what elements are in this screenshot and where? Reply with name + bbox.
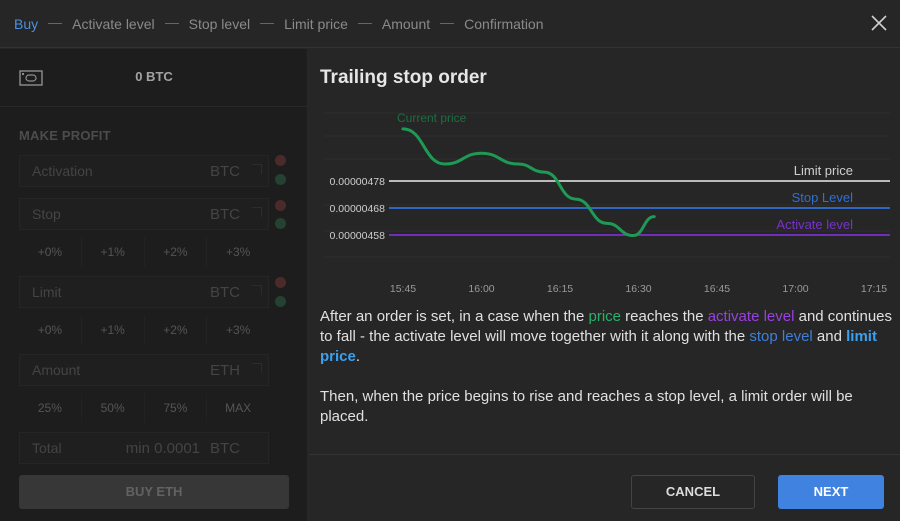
x-tick-label: 16:15: [547, 283, 573, 295]
red-indicator-icon: [275, 155, 286, 166]
stop-label: Stop: [32, 206, 61, 222]
stop-percent-button[interactable]: +2%: [145, 237, 208, 267]
footer-divider: [309, 454, 900, 455]
limit-percent-button[interactable]: +0%: [19, 315, 82, 345]
activation-label: Activation: [32, 163, 93, 179]
stop-percent-button[interactable]: +1%: [82, 237, 145, 267]
total-value: min 0.0001: [125, 440, 200, 457]
step-amount[interactable]: Amount: [381, 15, 431, 32]
x-tick-label: 16:45: [704, 283, 730, 295]
green-indicator-icon: [275, 174, 286, 185]
x-tick-label: 17:15: [861, 283, 887, 295]
x-tick-label: 16:30: [625, 283, 651, 295]
step-limit-price[interactable]: Limit price: [284, 15, 348, 32]
total-field[interactable]: Total min 0.0001 BTC: [19, 432, 269, 464]
red-indicator-icon: [275, 277, 286, 288]
stop-percent-row: +0% +1% +2% +3%: [19, 237, 269, 267]
x-tick-label: 16:00: [468, 283, 494, 295]
field-corner-icon: [252, 363, 262, 373]
total-label: Total: [32, 440, 62, 456]
step-separator: [357, 23, 372, 24]
y-tick-label: 0.00000458: [330, 230, 386, 242]
stop-unit: BTC: [210, 206, 240, 223]
description-paragraph-1: After an order is set, in a case when th…: [320, 307, 892, 367]
next-button[interactable]: NEXT: [778, 475, 884, 509]
amount-unit: ETH: [210, 362, 240, 379]
limit-label: Limit: [32, 284, 62, 300]
x-tick-label: 15:45: [390, 283, 416, 295]
limit-percent-button[interactable]: +3%: [225, 323, 251, 337]
limit-unit: BTC: [210, 284, 240, 301]
y-tick-label: 0.00000478: [330, 176, 386, 188]
step-separator: [440, 23, 455, 24]
close-icon[interactable]: [870, 14, 888, 32]
step-separator: [164, 23, 179, 24]
red-indicator-icon: [275, 200, 286, 211]
limit-percent-button[interactable]: +1%: [82, 315, 145, 345]
buy-eth-button[interactable]: BUY ETH: [19, 475, 289, 509]
current-price-label: Current price: [397, 111, 467, 125]
stop-percent-button[interactable]: +0%: [19, 237, 82, 267]
x-tick-label: 17:00: [782, 283, 808, 295]
steps-bar: Buy Activate level Stop level Limit pric…: [0, 0, 900, 48]
wallet-balance-row: 0 BTC: [0, 49, 308, 107]
green-indicator-icon: [275, 296, 286, 307]
field-corner-icon: [252, 285, 262, 295]
description: After an order is set, in a case when th…: [320, 307, 892, 447]
step-separator: [260, 23, 275, 24]
highlight-term: stop level: [749, 328, 813, 345]
step-buy[interactable]: Buy: [14, 15, 39, 32]
description-text: .: [355, 348, 361, 365]
highlight-term: price: [588, 308, 621, 325]
stop-field[interactable]: Stop BTC: [19, 198, 269, 230]
highlight-term: activate level: [707, 308, 795, 325]
limit-percent-button[interactable]: +2%: [145, 315, 208, 345]
description-text: and: [812, 328, 847, 345]
green-indicator-icon: [275, 218, 286, 229]
wallet-balance: 0 BTC: [135, 69, 173, 84]
order-form-panel: 0 BTC MAKE PROFIT Activation BTC Stop BT…: [0, 49, 308, 521]
panel-title: Trailing stop order: [320, 67, 487, 88]
amount-percent-button[interactable]: 50%: [82, 393, 145, 423]
y-tick-label: 0.00000468: [330, 203, 386, 215]
step-stop-level[interactable]: Stop level: [188, 15, 251, 32]
step-activate-level[interactable]: Activate level: [72, 15, 155, 32]
step-separator: [48, 23, 63, 24]
field-corner-icon: [252, 164, 262, 174]
description-text: reaches the: [621, 308, 708, 325]
description-text: and continues to fall - the activate lev…: [320, 308, 893, 345]
wallet-icon: [19, 70, 43, 86]
section-title: MAKE PROFIT: [19, 128, 111, 143]
level-label: Stop Level: [792, 190, 854, 205]
limit-field[interactable]: Limit BTC: [19, 276, 269, 308]
activation-unit: BTC: [210, 163, 240, 180]
total-unit: BTC: [210, 440, 240, 457]
amount-percent-button[interactable]: MAX: [225, 401, 252, 415]
amount-percent-button[interactable]: 25%: [19, 393, 82, 423]
current-price-line: [401, 127, 656, 238]
amount-percent-row: 25% 50% 75% MAX: [19, 393, 269, 423]
description-paragraph-2: Then, when the price begins to rise and …: [320, 388, 853, 425]
cancel-button[interactable]: CANCEL: [631, 475, 755, 509]
limit-percent-row: +0% +1% +2% +3%: [19, 315, 269, 345]
activation-field[interactable]: Activation BTC: [19, 155, 269, 187]
field-corner-icon: [252, 207, 262, 217]
info-panel: Trailing stop order Limit price Stop Leve…: [309, 49, 900, 521]
level-label: Limit price: [794, 163, 853, 178]
highlight-term: limit price: [320, 328, 877, 365]
stop-percent-button[interactable]: +3%: [225, 245, 251, 259]
amount-percent-button[interactable]: 75%: [145, 393, 208, 423]
amount-field[interactable]: Amount ETH: [19, 354, 269, 386]
level-label: Activate level: [776, 217, 853, 232]
description-text: After an order is set, in a case when th…: [320, 308, 589, 325]
trailing-stop-chart: Limit price Stop Level Activate level 0.000…: [324, 111, 890, 295]
step-confirmation[interactable]: Confirmation: [464, 15, 544, 32]
amount-label: Amount: [32, 362, 81, 378]
